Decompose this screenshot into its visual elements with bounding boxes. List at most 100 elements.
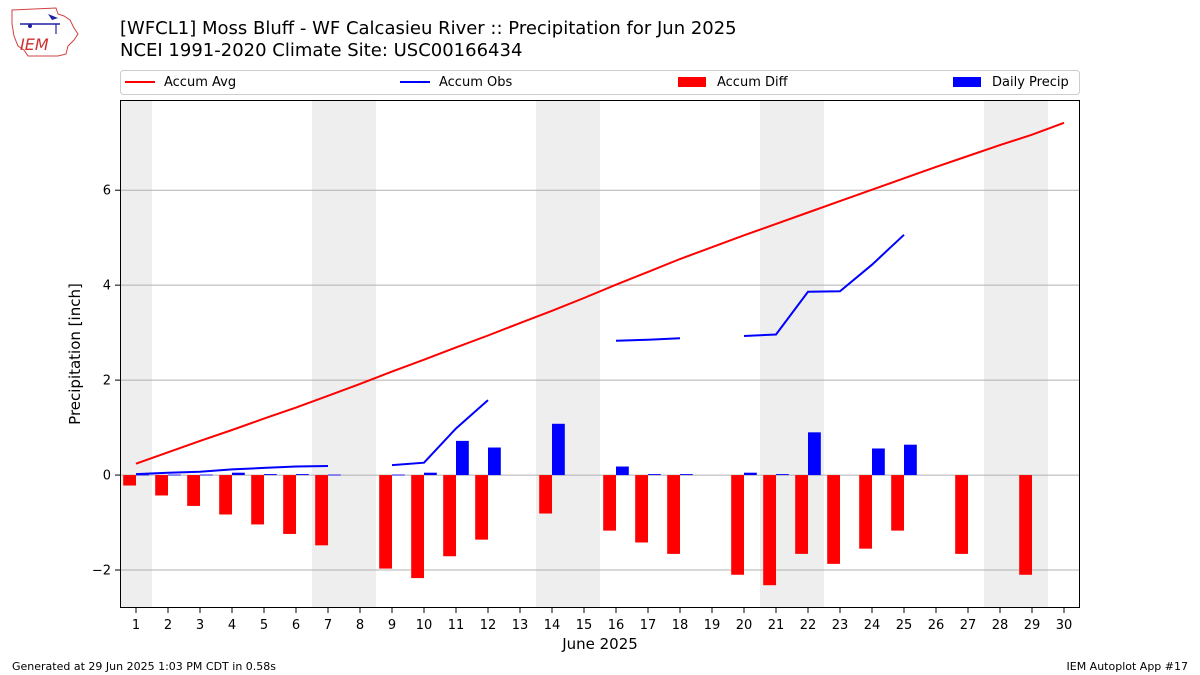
y-axis-label: Precipitation [inch] (66, 283, 84, 425)
x-tick-label: 1 (132, 618, 140, 633)
daily-precip-bar (776, 474, 789, 476)
accum-obs-line (135, 465, 329, 476)
x-tick-label: 29 (1024, 618, 1041, 633)
x-tick-label: 18 (672, 618, 689, 633)
y-tick-label: 4 (103, 279, 111, 294)
accum-diff-bar (763, 475, 776, 586)
x-tick-label: 11 (448, 618, 465, 633)
x-tick-label: 9 (388, 618, 396, 633)
accum-diff-bar (827, 475, 840, 564)
accum-avg-line (135, 121, 1065, 465)
chart-title: [WFCL1] Moss Bluff - WF Calcasieu River … (120, 18, 737, 39)
accum-diff-bar (1019, 475, 1032, 575)
accum-obs-line (391, 399, 489, 467)
x-tick-label: 30 (1056, 618, 1073, 633)
daily-precip-bar (232, 472, 245, 476)
daily-precip-bar (648, 474, 661, 476)
daily-precip-bar (456, 440, 469, 476)
x-tick-label: 8 (356, 618, 364, 633)
x-tick-label: 23 (832, 618, 849, 633)
legend-swatch (678, 77, 706, 87)
weekend-shade-day-8 (344, 100, 376, 608)
accum-diff-bar (443, 475, 456, 557)
x-tick-label: 20 (736, 618, 753, 633)
daily-precip-bar (200, 474, 213, 476)
daily-precip-bar (328, 474, 341, 476)
y-tick-label: 2 (103, 374, 111, 389)
x-tick-label: 17 (640, 618, 657, 633)
y-tick-label: 0 (103, 469, 111, 484)
x-tick-label: 25 (896, 618, 913, 633)
daily-precip-bar (904, 444, 917, 476)
x-tick-label: 28 (992, 618, 1009, 633)
legend-label: Daily Precip (992, 75, 1069, 90)
x-tick-label: 6 (292, 618, 300, 633)
daily-precip-bar (552, 423, 565, 476)
daily-precip-bar (680, 474, 693, 476)
accum-diff-bar (283, 475, 296, 534)
accum-diff-bar (123, 475, 136, 486)
accum-diff-bar (379, 475, 392, 569)
logo-text: IEM (20, 35, 49, 54)
accum-diff-bar (539, 475, 552, 514)
accum-diff-bar (635, 475, 648, 543)
daily-precip-bar (488, 447, 501, 476)
x-tick-label: 12 (480, 618, 497, 633)
legend: Accum Avg Accum Obs Accum Diff Daily Precip (120, 70, 1080, 95)
x-tick-label: 21 (768, 618, 785, 633)
accum-diff-bar (859, 475, 872, 549)
daily-precip-bar (872, 448, 885, 476)
x-tick-label: 19 (704, 618, 721, 633)
accum-diff-bar (891, 475, 904, 531)
legend-swatch (953, 77, 981, 87)
daily-precip-bar (392, 474, 405, 476)
x-tick-label: 22 (800, 618, 817, 633)
weekend-shade-day-1 (120, 100, 152, 608)
accum-diff-bar (219, 475, 232, 515)
x-tick-label: 26 (928, 618, 945, 633)
y-tick-label: 6 (103, 184, 111, 199)
bars (123, 423, 1032, 586)
x-tick-label: 3 (196, 618, 204, 633)
legend-box (120, 70, 1080, 95)
daily-precip-bar (616, 466, 629, 476)
x-tick-label: 15 (576, 618, 593, 633)
weekend-shade-day-15 (568, 100, 600, 608)
daily-precip-bar (168, 474, 181, 476)
daily-precip-bar (808, 432, 821, 476)
accum-diff-bar (315, 475, 328, 546)
grid-lines (120, 189, 1080, 571)
x-tick-label: 10 (416, 618, 433, 633)
legend-label: Accum Diff (717, 75, 789, 90)
daily-precip-bar (424, 472, 437, 476)
x-axis-label: June 2025 (561, 635, 638, 653)
x-tick-label: 24 (864, 618, 881, 633)
iem-logo: IEM (11, 7, 79, 57)
daily-precip-bar (296, 474, 309, 476)
x-tick-label: 16 (608, 618, 625, 633)
accum-diff-bar (251, 475, 264, 525)
accum-diff-bar (187, 475, 200, 506)
chart-subtitle: NCEI 1991-2020 Climate Site: USC00166434 (120, 40, 523, 61)
legend-label: Accum Obs (439, 75, 512, 90)
daily-precip-bar (136, 474, 149, 476)
x-tick-label: 7 (324, 618, 332, 633)
x-tick-label: 14 (544, 618, 561, 633)
x-tick-label: 27 (960, 618, 977, 633)
accum-diff-bar (155, 475, 168, 496)
accum-diff-bar (955, 475, 968, 554)
x-tick-label: 13 (512, 618, 529, 633)
accum-obs-line (615, 337, 681, 342)
daily-precip-bar (264, 474, 277, 476)
accum-diff-bar (731, 475, 744, 575)
accum-diff-bar (603, 475, 616, 531)
plot-frame (120, 100, 1080, 608)
daily-precip-bar (744, 472, 757, 476)
x-tick-label: 5 (260, 618, 268, 633)
y-tick-label: −2 (92, 564, 111, 579)
accum-diff-bar (475, 475, 488, 540)
x-tick-label: 4 (228, 618, 236, 633)
app-label: IEM Autoplot App #17 (1066, 660, 1189, 673)
accum-diff-bar (667, 475, 680, 554)
